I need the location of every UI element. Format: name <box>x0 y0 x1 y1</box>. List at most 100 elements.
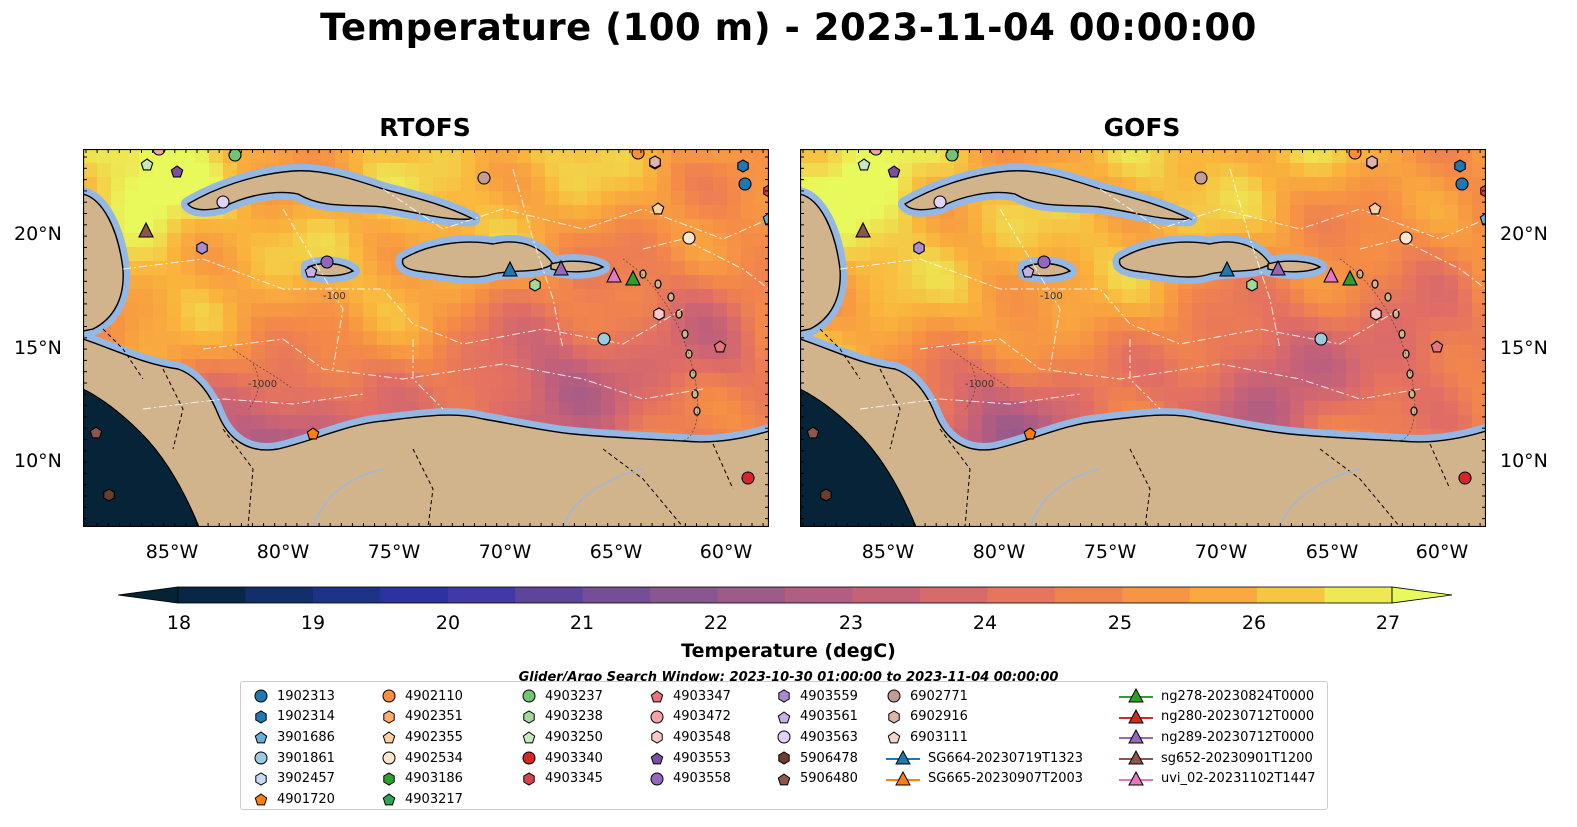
float-marker-1902314 <box>737 159 749 173</box>
legend-marker-icon <box>255 772 267 786</box>
glider-marker-ng278-20230824T0000 <box>1342 269 1358 286</box>
float-marker-5906480 <box>806 426 820 439</box>
legend-marker-icon <box>650 772 664 786</box>
float-marker-5906480 <box>89 426 103 439</box>
legend-marker-icon <box>383 710 395 724</box>
colorbar-segment <box>919 587 988 603</box>
legend-marker-icon <box>522 689 536 703</box>
glider-marker-uvi_02-20231102T1447 <box>606 266 622 283</box>
contour-label: -1000 <box>248 379 277 390</box>
legend-item-label: 4903553 <box>673 750 731 766</box>
legend-item: SG664-20230719T1323 <box>886 748 1083 769</box>
panel-title-rtofs: RTOFS <box>379 113 471 142</box>
colorbar-segment <box>852 587 921 603</box>
land-polygon <box>186 170 476 220</box>
float-marker-3901861 <box>1314 332 1328 346</box>
legend-item-label: 4903561 <box>800 709 858 725</box>
map-rtofs: -1000 -100 <box>83 149 769 527</box>
legend-item: 4902534 <box>381 748 463 769</box>
land-polygon <box>800 338 1486 527</box>
legend-marker-icon <box>1119 770 1153 786</box>
colorbar-tick-24: 24 <box>972 612 998 634</box>
glider-marker-sg652-20230901T1200 <box>138 221 154 238</box>
colorbar-segment <box>1054 587 1123 603</box>
legend-item-label: 5906480 <box>800 771 858 787</box>
legend-marker-icon <box>886 770 920 786</box>
land-polygon <box>83 338 769 527</box>
legend-item-label: 4902355 <box>405 729 463 745</box>
legend-item: 3902457 <box>253 768 335 789</box>
legend-item-label: 5906478 <box>800 750 858 766</box>
rivers <box>1029 468 1361 527</box>
float-marker-4903548 <box>653 307 665 321</box>
legend-marker-icon <box>777 730 791 744</box>
axis-ticks <box>83 149 769 527</box>
colorbar-tick-18: 18 <box>166 612 192 634</box>
contour-label: -100 <box>323 291 346 302</box>
float-marker-1902313 <box>738 177 752 191</box>
legend-item-label: ng280-20230712T0000 <box>1161 709 1315 725</box>
float-marker-4903563 <box>216 195 230 209</box>
search-window-text: Glider/Argo Search Window: 2023-10-30 01… <box>518 670 1059 684</box>
legend-item: 3901861 <box>253 748 335 769</box>
legend-item: 6902916 <box>886 707 1083 728</box>
bathymetry-contours <box>232 258 699 442</box>
float-marker-4903563 <box>933 195 947 209</box>
legend-item-label: 4903563 <box>800 729 858 745</box>
float-marker-4903558 <box>320 255 334 269</box>
land-masses <box>800 170 1486 527</box>
float-markers <box>806 149 1486 502</box>
legend-item-label: 4903340 <box>545 750 603 766</box>
colorbar-segment <box>447 587 516 603</box>
colorbar-segment <box>380 587 449 603</box>
colorbar-segment <box>1257 587 1326 603</box>
float-marker-4903559 <box>196 241 208 255</box>
legend-item-label: 6902771 <box>910 688 968 704</box>
float-marker-4903250 <box>140 158 154 171</box>
temperature-colorbar <box>118 586 1453 604</box>
float-marker-4903237 <box>228 149 242 162</box>
legend-item: 4901720 <box>253 789 335 810</box>
land-polygon <box>903 170 1193 220</box>
glider-marker-ng278-20230824T0000 <box>625 269 641 286</box>
legend-item-label: 4903558 <box>673 771 731 787</box>
legend-marker-icon <box>1119 688 1153 703</box>
legend-item: ng278-20230824T0000 <box>1119 686 1315 707</box>
float-marker-4902110 <box>1348 149 1362 160</box>
legend-item-label: 1902313 <box>277 688 335 704</box>
float-marker-4903238 <box>1246 278 1258 292</box>
colorbar-segment <box>650 587 719 603</box>
float-marker-4903553 <box>170 165 184 178</box>
lat-label-15n-right: 15°N <box>1500 337 1548 359</box>
legend-item-label: 4903237 <box>545 688 603 704</box>
legend-item: 4902355 <box>381 727 463 748</box>
legend-column: 4903347 4903472 4903548 4903553 4903558 <box>649 686 731 789</box>
colorbar-segment <box>1324 587 1393 603</box>
legend-marker-icon <box>523 710 535 724</box>
legend-column: ng278-20230824T0000 ng280-20230712T0000 ng… <box>1119 686 1315 789</box>
legend-item-label: ng289-20230712T0000 <box>1161 729 1315 745</box>
legend-item-label: SG665-20230907T2003 <box>928 771 1084 787</box>
lat-label-15n-left: 15°N <box>14 337 62 359</box>
float-marker-4902110 <box>631 149 645 160</box>
glider-markers <box>138 221 641 286</box>
legend-item-label: 4903548 <box>673 729 731 745</box>
float-marker-5906478 <box>103 488 115 502</box>
map-panel-rtofs: -1000 -100 <box>83 149 773 527</box>
land-polygon <box>1118 241 1271 278</box>
lon-label-80w-gofs: 80°W <box>972 541 1026 563</box>
legend-item: 4903237 <box>521 686 603 707</box>
legend-marker-icon <box>382 731 396 744</box>
legend-marker-icon <box>650 690 664 703</box>
legend-item: 4903340 <box>521 748 603 769</box>
rivers <box>312 468 644 527</box>
float-marker-4903237 <box>945 149 959 162</box>
colorbar-segment <box>1122 587 1191 603</box>
colorbar-segment <box>178 587 246 603</box>
float-marker-4903561 <box>304 265 318 278</box>
legend-marker-icon <box>650 752 664 765</box>
colorbar-segment <box>245 587 314 603</box>
legend-item: 4903347 <box>649 686 731 707</box>
legend-item: 5906478 <box>776 748 858 769</box>
float-marker-4903472 <box>152 149 166 156</box>
